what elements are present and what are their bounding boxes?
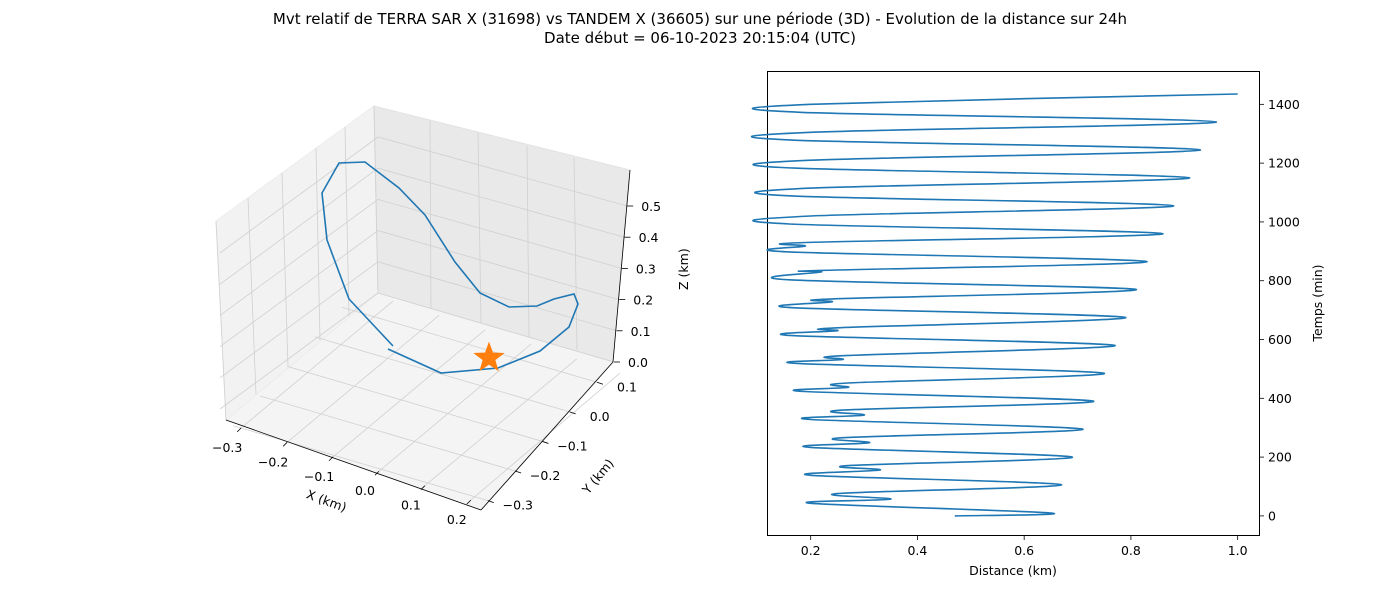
x-tick-label-3d: −0.3 [212, 440, 242, 455]
y-tick-mark-3d [514, 470, 522, 474]
grid-line-z-left [219, 136, 379, 254]
grid-line-x [424, 358, 578, 486]
grid-3d [215, 105, 628, 501]
y-tick-label-3d: −0.3 [503, 498, 533, 513]
grid-line-x [240, 300, 394, 429]
chart-title-line-1: Mvt relatif de TERRA SAR X (31698) vs TA… [272, 10, 1128, 28]
chart-title-line-2: Date début = 06-10-2023 20:15:04 (UTC) [544, 29, 856, 47]
x-tick-label-3d: 0.1 [401, 498, 421, 513]
y-axis-line-3d [480, 361, 614, 511]
z-axis-line-3d [612, 169, 631, 363]
axes-3d [225, 169, 634, 511]
grid-line-y [287, 366, 543, 442]
grid-line-left [215, 220, 227, 421]
y-tick-label-3d: 0.0 [590, 409, 610, 424]
x-tick-label-3d: 0.2 [447, 512, 467, 527]
grid-line-x [286, 315, 440, 443]
grid-line-back [429, 120, 432, 310]
y-tick-mark-3d [569, 411, 576, 415]
grid-line-z [377, 199, 622, 269]
grid-line-x [332, 329, 486, 458]
grid-line-left [247, 197, 257, 395]
grid-line-left [344, 126, 350, 317]
grid-line-z [377, 136, 628, 207]
grid-line-back [373, 105, 379, 294]
x-tick-mark-3d [282, 442, 288, 447]
grid-line-y [260, 395, 516, 472]
grid-line-back [573, 157, 578, 351]
y-tick-label-3d: 0.1 [617, 379, 637, 394]
z-tick-label-3d: 0.0 [628, 355, 648, 370]
x-tick-label-3d: 0.0 [355, 483, 375, 498]
grid-line-z-left [219, 199, 379, 316]
x-tick-mark-3d [236, 427, 242, 433]
grid-line-left [281, 172, 289, 368]
y-tick-label-3d: −0.2 [530, 468, 560, 483]
z-tick-label-3d: 0.4 [639, 230, 659, 245]
z-tick-label-3d: 0.5 [641, 199, 661, 214]
grid-line-back [477, 132, 482, 324]
grid-line-x [470, 372, 621, 501]
x-axis-label-3d: X (km) [304, 487, 348, 515]
z-tick-label-3d: 0.1 [631, 324, 651, 339]
grid-line-left [315, 147, 321, 341]
x-tick-label-3d: −0.1 [304, 469, 334, 484]
grid-line-y [341, 306, 598, 383]
grid-line-y [314, 336, 570, 413]
ticks-3d: −0.3−0.2−0.10.00.10.2−0.3−0.2−0.10.00.10… [212, 199, 661, 527]
z-tick-label-3d: 0.3 [636, 261, 656, 276]
z-axis-label-3d: Z (km) [676, 248, 691, 290]
grid-line-back [526, 145, 530, 338]
trajectory-line [321, 161, 579, 374]
y-tick-label-3d: −0.1 [557, 438, 587, 453]
grid-line-z [377, 167, 625, 238]
z-tick-label-3d: 0.2 [633, 293, 653, 308]
grid-line-z-left [219, 261, 379, 379]
x-tick-label-3d: −0.2 [258, 454, 288, 469]
origin-star-marker [473, 341, 505, 372]
x-axis-line-3d [225, 419, 482, 511]
grid-line-z-left [219, 230, 379, 347]
grid-line-z-left [219, 167, 379, 285]
y-axis-label-3d: Y (km) [578, 456, 616, 498]
grid-line-z [377, 292, 615, 363]
y-tick-mark-3d [542, 441, 549, 444]
grid-line-z [377, 230, 620, 300]
y-tick-mark-3d [596, 381, 604, 385]
grid-line-z-left [219, 292, 379, 410]
x-tick-mark-3d [466, 499, 472, 505]
grid-line-y [232, 425, 488, 501]
